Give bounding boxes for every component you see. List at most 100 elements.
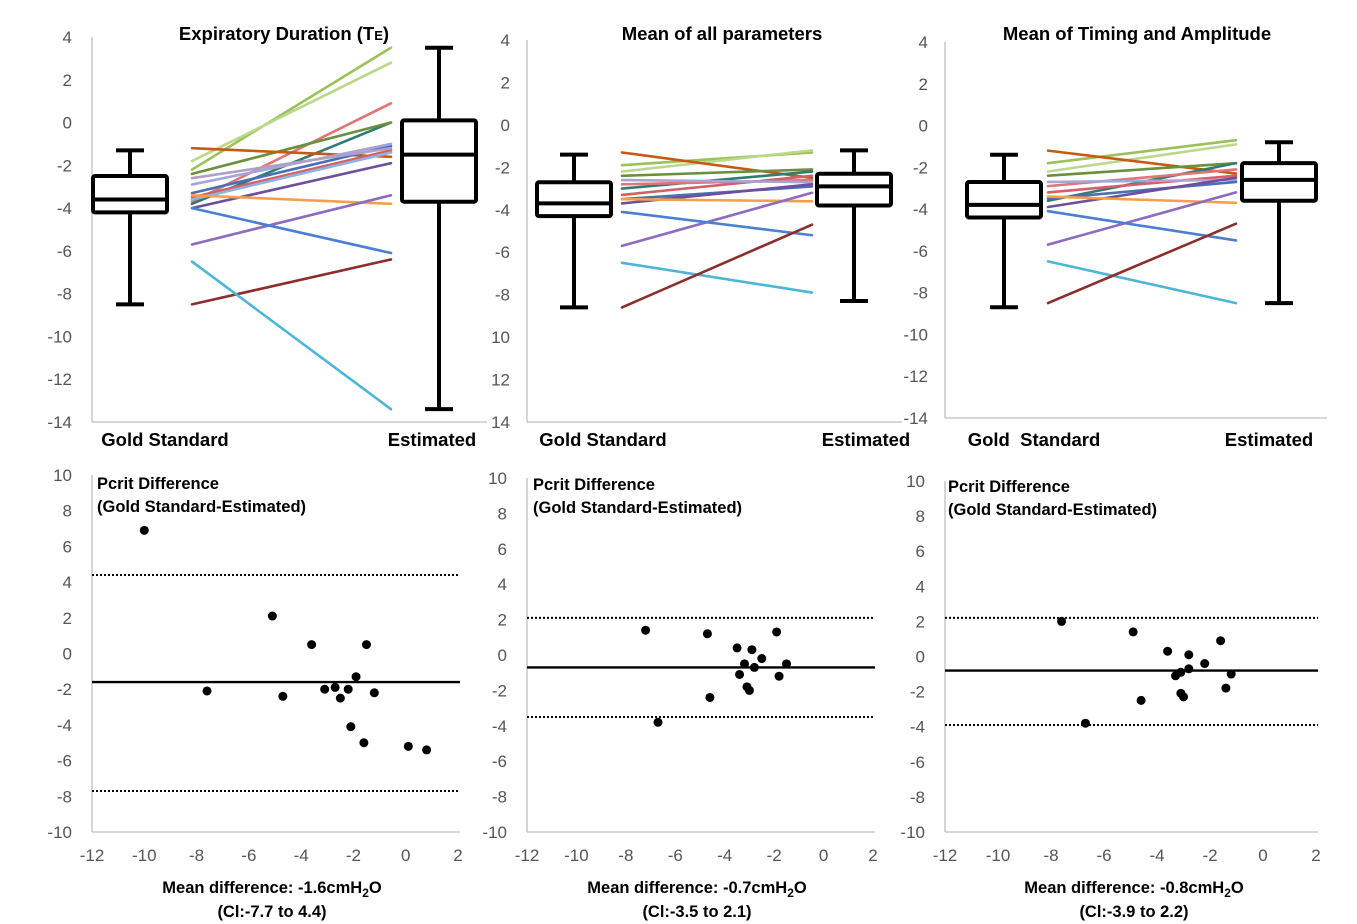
box-panel-1-paired-line [190, 149, 393, 199]
scatter-panel-3-y-tick-label: 0 [916, 648, 925, 667]
box-panel-3-y-tick-label: 2 [919, 75, 928, 94]
box-panel-1-paired-line [190, 151, 393, 201]
scatter-panel-2-data-point [653, 717, 663, 727]
box-panel-1-y-tick-label: -2 [57, 156, 72, 175]
scatter-panel-3-footer-ci: (Cl:-3.9 to 2.2) [1079, 903, 1188, 921]
scatter-panel-1-x-tick-label: 0 [401, 846, 410, 865]
box-panel-1: Expiratory Duration (TE) Gold Standard E… [101, 23, 476, 450]
box-panel-1-y-tick-label: -12 [47, 370, 72, 389]
box-panel-3-y-tick-label: -2 [913, 158, 928, 177]
scatter-panel-3-note-line1: Pcrit Difference [948, 478, 1070, 496]
scatter-panel-2-x-tick-label: -12 [515, 846, 540, 865]
scatter-panel-1-x-tick-label: -10 [132, 846, 157, 865]
box-panel-2-paired-line [620, 168, 814, 178]
scatter-panel-2-data-point [747, 645, 757, 655]
scatter-panel-1-x-tick-label: -6 [241, 846, 256, 865]
box-panel-2-category-estimated: Estimated [822, 429, 910, 450]
scatter-panel-1-y-tick-label: 6 [63, 537, 72, 556]
scatter-panel-2-y-tick-label: -10 [482, 823, 507, 842]
scatter-panel-3-data-point [1163, 646, 1173, 656]
box-panel-2-y-tick-label: -4 [495, 201, 510, 220]
scatter-panel-1-data-point [335, 693, 345, 703]
box-panel-3-title: Mean of Timing and Amplitude [1003, 23, 1271, 44]
box-panel-1-y-tick-label: 2 [63, 71, 72, 90]
scatter-panel-1-data-point [403, 741, 413, 751]
scatter-panel-1-y-tick-label: 10 [53, 466, 72, 485]
scatter-panel-3-x-tick-label: -8 [1043, 846, 1058, 865]
scatter-panel-2-note-line2: (Gold Standard-Estimated) [533, 499, 742, 517]
scatter-panel-2-y-tick-label: 0 [498, 646, 507, 665]
box-panel-2-paired-line [620, 149, 814, 173]
box-panel-3-paired-line [1046, 174, 1238, 194]
box-panel-3-paired-line [1046, 222, 1238, 305]
scatter-panel-2-y-tick-label: 2 [498, 611, 507, 630]
scatter-panel-2-data-point [732, 643, 742, 653]
box-panel-2-y-tick-label: 2 [501, 73, 510, 92]
scatter-panel-2-y-tick-label: -6 [492, 752, 507, 771]
scatter-panel-3-y-tick-label: 6 [916, 542, 925, 561]
box-panel-3-paired-line [1046, 191, 1238, 246]
box-panel-3-y-tick-label: -4 [913, 200, 928, 219]
scatter-panel-1-data-point [278, 691, 288, 701]
scatter-panel-2-data-point [774, 671, 784, 681]
scatter-panel-3-data-point [1080, 718, 1090, 728]
scatter-panel-3-data-point [1184, 664, 1194, 674]
scatter-panel-3-y-tick-label: -2 [910, 683, 925, 702]
scatter-panel-2-y-tick-label: -4 [492, 717, 507, 736]
box-panel-2-paired-line [620, 178, 814, 184]
scatter-panel-3-x-tick-label: -4 [1149, 846, 1164, 865]
scatter-panel-1-x-tick-label: -2 [346, 846, 361, 865]
box-panel-1-paired-line [190, 161, 393, 210]
scatter-panel-2-x-tick-label: -6 [668, 846, 683, 865]
box-panel-1-paired-line [190, 121, 393, 176]
scatter-panel-1-y-tick-label: -2 [57, 680, 72, 699]
scatter-panel-1-data-point [202, 686, 212, 696]
box-panel-3-y-tick-label: -10 [903, 325, 928, 344]
box-panel-1-paired-line [190, 61, 393, 163]
scatter-panel-1-footer-mean: Mean difference: -1.6cmH2O [162, 879, 382, 900]
scatter-panel-2-y-tick-label: 10 [488, 469, 507, 488]
box-panel-3-paired-line [1046, 176, 1238, 209]
box-panel-3-paired-line [1046, 180, 1238, 200]
scatter-panel-2-note-line1: Pcrit Difference [533, 476, 655, 494]
box-panel-1-y-tick-label: 4 [63, 28, 72, 47]
box-panel-3-paired-line [1046, 260, 1238, 305]
scatter-panel-1-note-line2: (Gold Standard-Estimated) [97, 498, 306, 516]
box-panel-2-y-tick-label: 14 [491, 413, 510, 432]
scatter-panel-2-x-tick-label: -10 [564, 846, 589, 865]
scatter-panel-3-note-line2: (Gold Standard-Estimated) [948, 501, 1157, 519]
scatter-panel-1-x-tick-label: 2 [453, 846, 462, 865]
scatter-panel-3-x-tick-label: 0 [1258, 846, 1267, 865]
box-panel-3: Mean of Timing and Amplitude Gold Standa… [968, 23, 1314, 450]
box-panel-1-paired-line [190, 193, 393, 246]
box-panel-2-paired-line [620, 261, 814, 294]
box-panel-2: Mean of all parameters Gold Standard Est… [539, 23, 910, 450]
scatter-panel-3-data-point [1216, 636, 1226, 646]
scatter-panel-2-data-point [772, 627, 782, 637]
box-panel-2-y-tick-label: 0 [501, 116, 510, 135]
box-panel-1-y-tick-label: 0 [63, 114, 72, 133]
box-panel-3-category-estimated: Estimated [1225, 429, 1313, 450]
scatter-panel-2-x-tick-label: -8 [618, 846, 633, 865]
scatter-panel-3-y-tick-label: -10 [900, 823, 925, 842]
box-panel-1-paired-line [190, 258, 393, 306]
box-panel-3-y-tick-label: -6 [913, 242, 928, 261]
scatter-panel-2-data-point [749, 662, 759, 672]
scatter-panel-2-data-point [702, 629, 712, 639]
box-panel-3-paired-line [1046, 168, 1238, 188]
scatter-panel-2-data-point [705, 692, 715, 702]
box-panel-3-box-gold-iqr [965, 179, 1043, 220]
scatter-panel-3-data-point [1128, 627, 1138, 637]
scatter-panel-1-data-point [346, 722, 356, 732]
scatter-panel-1-y-tick-label: 8 [63, 502, 72, 521]
scatter-panel-1-data-point [267, 611, 277, 621]
scatter-panel-1-data-point [351, 672, 361, 682]
scatter-panel-1-y-tick-label: 4 [63, 573, 72, 592]
scatter-panel-1-x-tick-label: -8 [189, 846, 204, 865]
scatter-panel-3-y-tick-label: 8 [916, 507, 925, 526]
box-panel-3-y-tick-label: -14 [903, 409, 928, 428]
box-panel-2-paired-line [620, 191, 814, 248]
scatter-panel-1-data-point [330, 682, 340, 692]
scatter-panel-2-data-point [641, 625, 651, 635]
scatter-panel-3-y-tick-label: -6 [910, 753, 925, 772]
